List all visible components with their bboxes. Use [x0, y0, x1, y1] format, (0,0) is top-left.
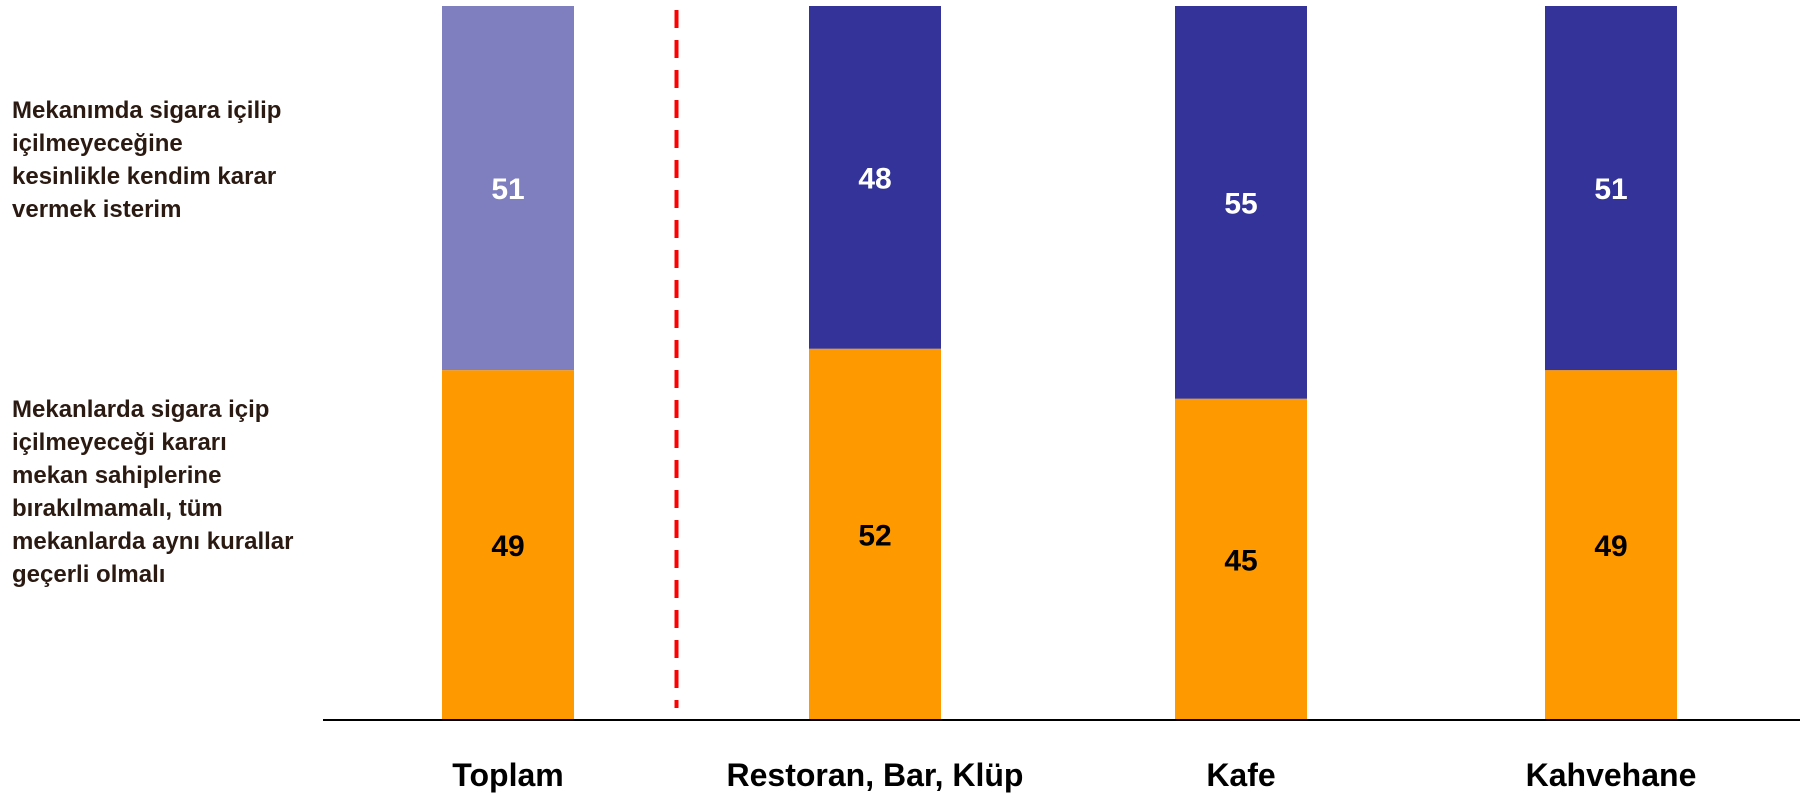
data-label: 49 — [1594, 530, 1627, 563]
data-label: 55 — [1224, 187, 1257, 220]
bar-segment-same-rules — [442, 370, 574, 720]
series-label-own-decision: Mekanımda sigara içilip içilmeyeceğine k… — [12, 97, 282, 223]
category-label: Toplam — [452, 757, 563, 793]
bar-segment-same-rules — [1545, 370, 1677, 720]
bar-segment-own-decision — [442, 6, 574, 371]
bar-segment-own-decision — [809, 6, 941, 349]
data-label: 51 — [1594, 173, 1627, 206]
bar-segment-same-rules — [809, 348, 941, 720]
category-label: Restoran, Bar, Klüp — [727, 757, 1024, 793]
data-label: 48 — [858, 162, 891, 195]
data-label: 45 — [1224, 544, 1257, 577]
series-label-same-rules: Mekanlarda sigara içip içilmeyeceği kara… — [12, 396, 294, 588]
category-label: Kahvehane — [1526, 757, 1697, 793]
data-label: 51 — [491, 173, 524, 206]
data-label: 52 — [858, 519, 891, 552]
bar-segment-own-decision — [1175, 6, 1307, 399]
data-label: 49 — [491, 530, 524, 563]
bar-segment-own-decision — [1545, 6, 1677, 371]
category-label: Kafe — [1206, 757, 1275, 793]
bar-segment-same-rules — [1175, 398, 1307, 720]
